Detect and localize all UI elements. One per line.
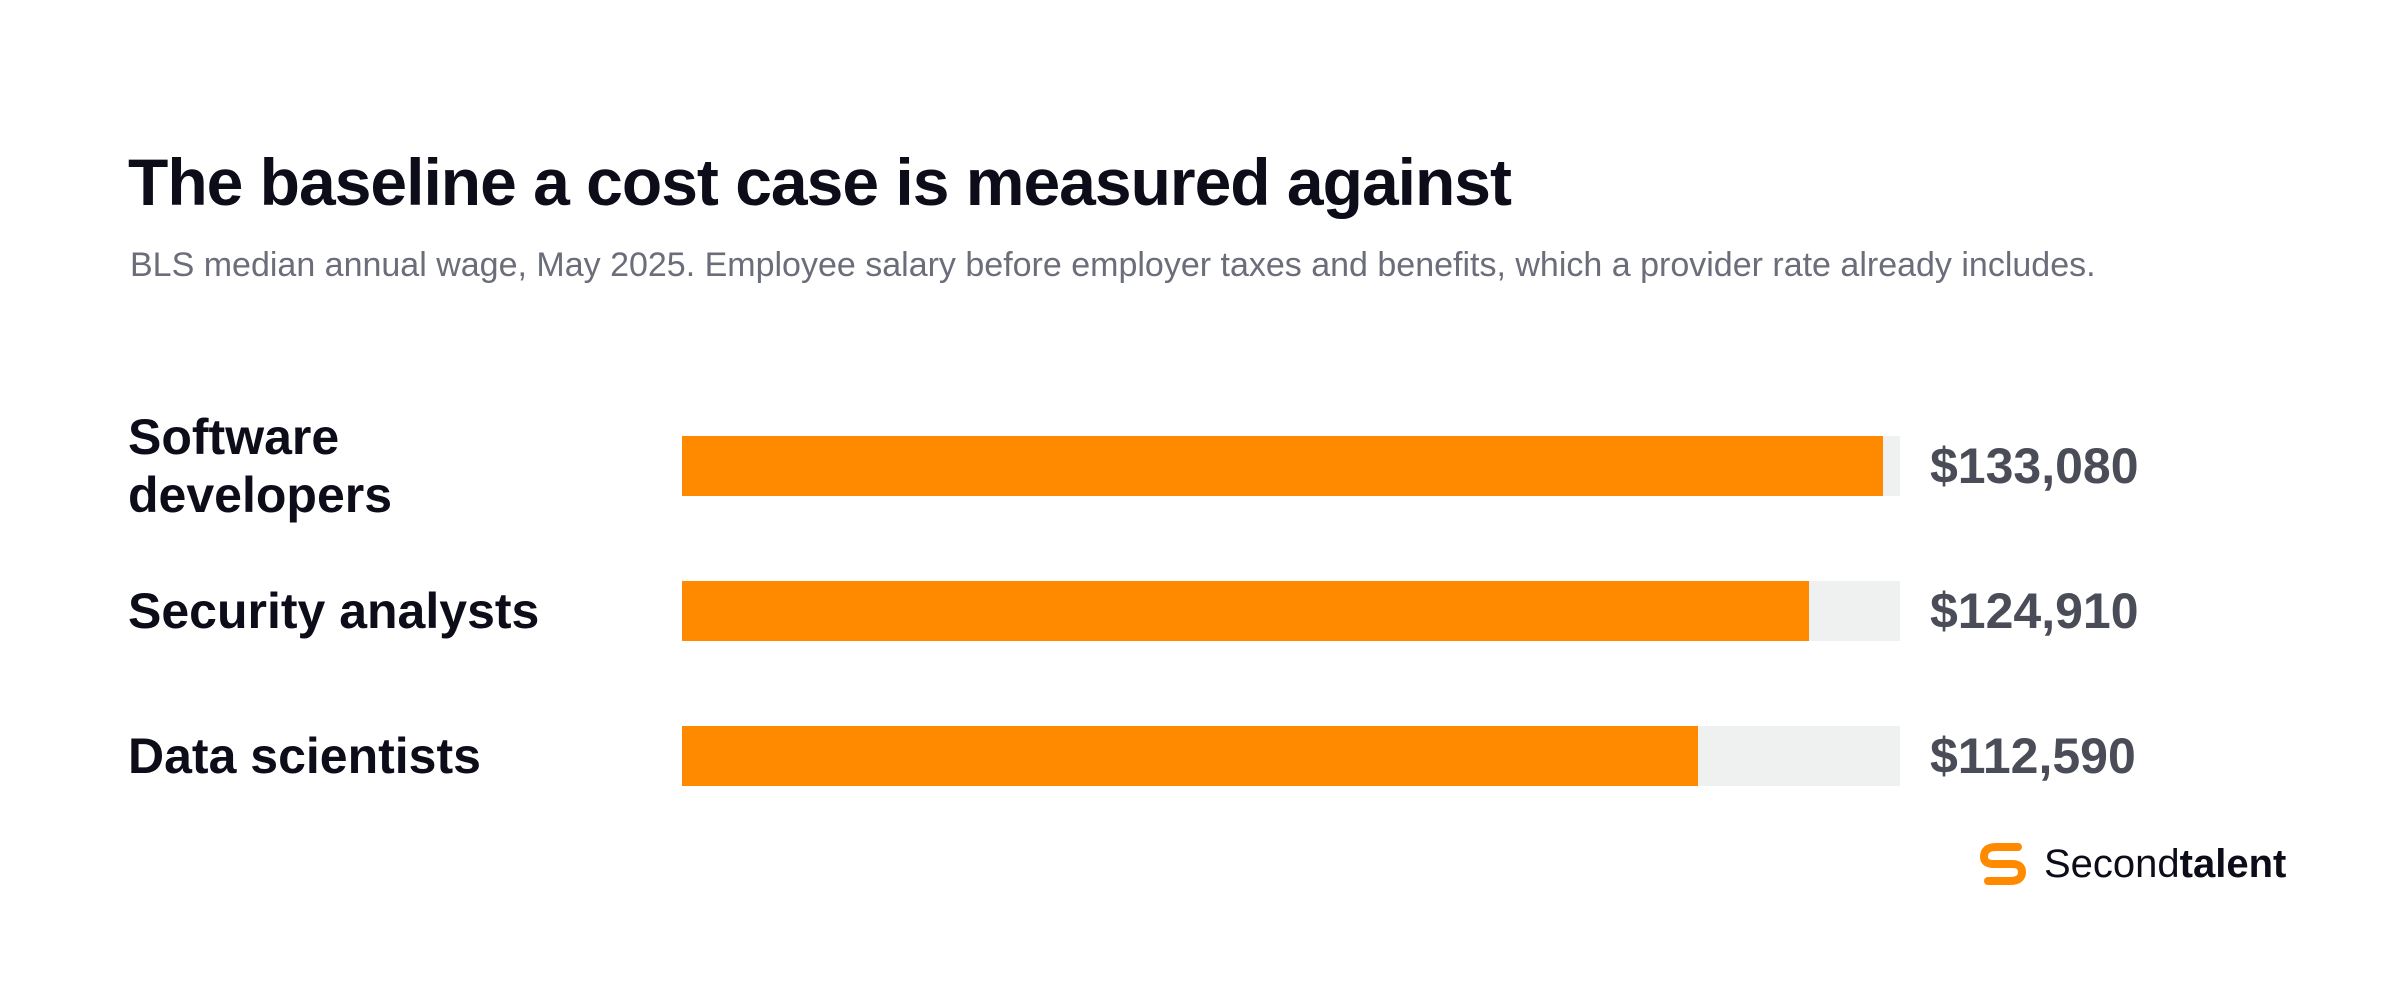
value-label: $112,590: [1930, 728, 2136, 784]
category-label: Software developers: [128, 409, 393, 523]
brand-name: Secondtalent: [2044, 842, 2286, 887]
value-label: $133,080: [1930, 438, 2139, 494]
chart-subtitle: BLS median annual wage, May 2025. Employ…: [130, 246, 2096, 284]
bar: [682, 581, 1809, 641]
brand-name-bold: talent: [2179, 841, 2287, 886]
value-label: $124,910: [1930, 583, 2139, 639]
bar-track: [682, 436, 1900, 496]
category-label: Security analysts: [128, 583, 540, 639]
brand-name-regular: Second: [2044, 841, 2180, 886]
category-label: Data scientists: [128, 728, 481, 784]
bar: [682, 726, 1698, 786]
chart-title: The baseline a cost case is measured aga…: [128, 145, 1512, 219]
secondtalent-logo-icon: [1980, 843, 2026, 885]
bar-track: [682, 581, 1900, 641]
bar-track: [682, 726, 1900, 786]
brand-logo: Secondtalent: [1976, 836, 2286, 892]
bar: [682, 436, 1883, 496]
